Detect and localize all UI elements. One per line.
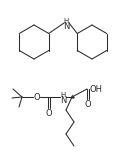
- Text: OH: OH: [90, 85, 103, 94]
- Text: H: H: [60, 92, 65, 98]
- Text: O: O: [34, 93, 41, 102]
- Text: N: N: [63, 22, 69, 31]
- Text: O: O: [85, 100, 91, 109]
- Text: H: H: [63, 18, 69, 24]
- Text: O: O: [46, 109, 52, 118]
- Text: N: N: [60, 96, 66, 105]
